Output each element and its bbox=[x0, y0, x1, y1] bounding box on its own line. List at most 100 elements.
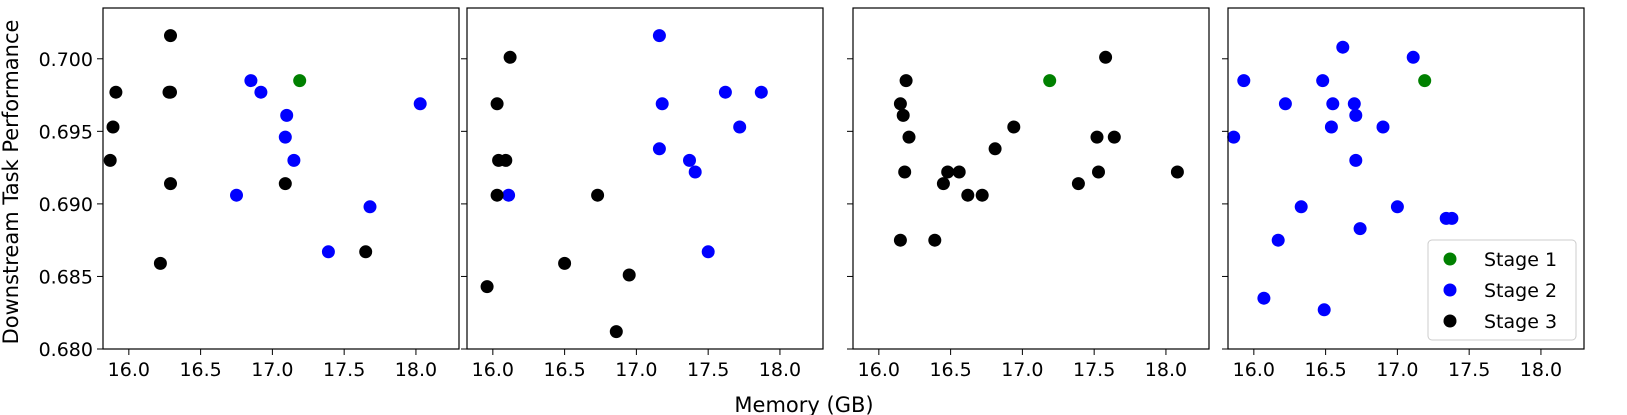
plot-frame bbox=[102, 7, 460, 350]
point-stage-2 bbox=[652, 29, 666, 43]
legend: Stage 1 Stage 2 Stage 3 bbox=[1427, 239, 1577, 341]
point-stage-1 bbox=[293, 74, 307, 88]
point-stage-3 bbox=[899, 74, 913, 88]
point-stage-3 bbox=[893, 233, 907, 247]
point-stage-3 bbox=[109, 85, 123, 99]
point-stage-2 bbox=[413, 97, 427, 111]
point-stage-2 bbox=[1237, 74, 1251, 88]
point-stage-3 bbox=[103, 153, 117, 167]
x-tick-label: 17.0 bbox=[615, 359, 657, 381]
point-stage-2 bbox=[1336, 40, 1350, 54]
point-stage-2 bbox=[718, 85, 732, 99]
point-stage-2 bbox=[363, 200, 377, 214]
x-tick-label: 17.0 bbox=[1001, 359, 1043, 381]
x-tick-label: 16.5 bbox=[1304, 359, 1346, 381]
point-stage-2 bbox=[1227, 130, 1241, 144]
plot-frame bbox=[466, 7, 824, 350]
point-stage-3 bbox=[164, 85, 177, 99]
y-tick-label: 0.685 bbox=[39, 266, 93, 288]
point-stage-2 bbox=[701, 245, 715, 259]
point-stage-2 bbox=[1271, 233, 1285, 247]
point-stage-3 bbox=[893, 97, 907, 111]
x-tick-label: 17.5 bbox=[687, 359, 729, 381]
point-stage-2 bbox=[321, 245, 335, 259]
point-stage-2 bbox=[1376, 120, 1390, 134]
x-tick-label: 16.0 bbox=[472, 359, 514, 381]
point-stage-3 bbox=[499, 153, 513, 167]
point-stage-3 bbox=[896, 108, 910, 122]
panel-1: 16.0 16.5 17.0 17.5 18.0 0.680 0.685 0.690 0.695… bbox=[39, 7, 460, 381]
x-tick-label: 17.5 bbox=[323, 359, 365, 381]
point-stage-3 bbox=[359, 245, 373, 259]
point-stage-3 bbox=[490, 97, 504, 111]
point-stage-1 bbox=[1043, 74, 1057, 88]
x-tick-label: 17.0 bbox=[251, 359, 293, 381]
point-stage-3 bbox=[898, 165, 912, 179]
legend-marker-stage-3 bbox=[1443, 314, 1457, 328]
y-tick-label: 0.695 bbox=[39, 121, 93, 143]
point-stage-2 bbox=[278, 130, 292, 144]
x-tick-label: 18.0 bbox=[1145, 359, 1187, 381]
point-stage-2 bbox=[1347, 97, 1361, 111]
point-stage-3 bbox=[1107, 130, 1121, 144]
point-stage-3 bbox=[503, 50, 517, 64]
point-stage-3 bbox=[936, 177, 950, 191]
point-stage-3 bbox=[609, 325, 623, 339]
point-stage-2 bbox=[1349, 153, 1363, 167]
x-tick-label: 17.5 bbox=[1073, 359, 1115, 381]
point-stage-2 bbox=[1317, 303, 1331, 317]
x-tick-label: 16.0 bbox=[858, 359, 900, 381]
point-stage-2 bbox=[1326, 97, 1340, 111]
point-stage-2 bbox=[244, 74, 258, 88]
x-axis-label: Memory (GB) bbox=[734, 393, 873, 415]
point-stage-2 bbox=[683, 153, 696, 167]
x-tick-label: 17.0 bbox=[1376, 359, 1418, 381]
point-stage-2 bbox=[652, 142, 666, 156]
legend-marker-stage-1 bbox=[1443, 252, 1457, 266]
legend-label-stage-2: Stage 2 bbox=[1484, 280, 1557, 302]
point-stage-3 bbox=[961, 188, 975, 202]
x-tick-label: 16.5 bbox=[179, 359, 221, 381]
point-stage-2 bbox=[287, 153, 301, 167]
x-tick-label: 18.0 bbox=[759, 359, 801, 381]
point-stage-3 bbox=[1170, 165, 1184, 179]
point-stage-2 bbox=[733, 120, 747, 134]
point-stage-2 bbox=[1316, 74, 1330, 88]
y-tick-label: 0.700 bbox=[39, 49, 93, 71]
x-tick-label: 16.0 bbox=[108, 359, 150, 381]
point-stage-3 bbox=[480, 280, 494, 294]
x-tick-label: 18.0 bbox=[395, 359, 437, 381]
point-stage-2 bbox=[254, 85, 268, 99]
plot-frame bbox=[1227, 7, 1585, 350]
point-stage-3 bbox=[164, 177, 177, 191]
point-stage-2 bbox=[688, 165, 702, 179]
point-stage-3 bbox=[1007, 120, 1021, 134]
point-stage-3 bbox=[490, 188, 504, 202]
point-stage-3 bbox=[988, 142, 1002, 156]
plot-frame bbox=[852, 7, 1210, 350]
point-stage-3 bbox=[622, 268, 636, 282]
point-stage-2 bbox=[1257, 291, 1271, 305]
point-stage-3 bbox=[1099, 50, 1113, 64]
point-stage-3 bbox=[1092, 165, 1105, 179]
legend-label-stage-1: Stage 1 bbox=[1484, 249, 1557, 271]
point-stage-3 bbox=[153, 256, 167, 270]
point-stage-3 bbox=[975, 188, 989, 202]
x-tick-label: 18.0 bbox=[1520, 359, 1562, 381]
panel-3: 16.0 16.5 17.0 17.5 18.0 bbox=[847, 7, 1210, 381]
x-tick-label: 16.5 bbox=[929, 359, 971, 381]
point-stage-2 bbox=[1278, 97, 1292, 111]
point-stage-1 bbox=[1418, 74, 1432, 88]
y-tick-label: 0.690 bbox=[39, 194, 93, 216]
x-tick-label: 16.0 bbox=[1233, 359, 1275, 381]
point-stage-2 bbox=[502, 188, 516, 202]
point-stage-3 bbox=[591, 188, 605, 202]
point-stage-3 bbox=[952, 165, 966, 179]
point-stage-3 bbox=[902, 130, 916, 144]
y-tick-label: 0.680 bbox=[39, 339, 93, 361]
x-tick-label: 16.5 bbox=[543, 359, 585, 381]
point-stage-3 bbox=[941, 165, 955, 179]
point-stage-2 bbox=[1349, 108, 1363, 122]
point-stage-3 bbox=[1090, 130, 1104, 144]
point-stage-2 bbox=[655, 97, 669, 111]
